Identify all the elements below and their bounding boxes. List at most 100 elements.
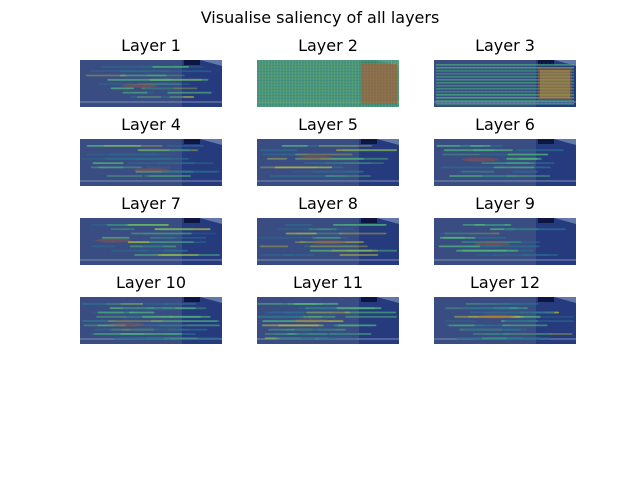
heat-stripe (304, 162, 340, 164)
heat-stripe (436, 85, 574, 87)
heat-stripe (285, 232, 317, 235)
heat-stripe (90, 70, 150, 73)
heat-stripe (320, 157, 389, 160)
heat-stripe (443, 232, 471, 235)
heat-stripe (157, 228, 194, 231)
heat-stripe (98, 166, 124, 169)
panel-layer-11: Layer 11 (257, 273, 399, 344)
panel-title: Layer 9 (475, 194, 535, 213)
heat-stripe (294, 303, 339, 305)
heat-stripe (114, 337, 165, 340)
heat-stripe (147, 153, 176, 156)
heat-stripe (472, 149, 495, 152)
heat-stripe (120, 333, 182, 335)
heat-stripe (137, 83, 182, 85)
heat-stripe (122, 307, 164, 310)
heat-stripe (483, 311, 546, 314)
heat-stripe (128, 311, 155, 314)
heat-stripe (166, 337, 220, 340)
heat-stripe (107, 328, 159, 331)
scene-light (554, 297, 576, 303)
heat-stripe (344, 162, 372, 164)
hot-spot (477, 314, 514, 319)
heat-stripe (436, 67, 574, 69)
scene-dark-object (184, 297, 200, 302)
heat-stripe (305, 241, 345, 243)
heat-stripe (100, 66, 159, 68)
heat-stripe (436, 79, 574, 81)
panel-layer-5: Layer 5 (257, 115, 399, 186)
panel-layer-4: Layer 4 (80, 115, 222, 186)
heat-stripe (134, 337, 171, 340)
heat-stripe (295, 153, 353, 156)
hot-spot (474, 242, 511, 246)
panel-layer-12: Layer 12 (434, 273, 576, 344)
saliency-image (434, 60, 576, 107)
heat-stripe (457, 328, 521, 331)
heat-stripe (83, 324, 116, 327)
heat-stripe (106, 224, 167, 226)
hot-spot (462, 157, 499, 162)
scene-dark-object (184, 139, 200, 144)
heat-stripe (442, 153, 480, 156)
heat-stripe (131, 324, 187, 327)
heat-stripe (277, 228, 318, 231)
heat-stripe (106, 175, 143, 177)
heat-stripe (98, 83, 144, 85)
heat-stripe (275, 337, 336, 340)
heat-stripe (460, 307, 510, 310)
saliency-image (80, 218, 222, 265)
heat-stripe (163, 249, 188, 252)
heat-stripe (97, 311, 124, 314)
hot-region (361, 64, 397, 104)
heat-stripe (274, 333, 309, 335)
heat-stripe (344, 311, 397, 314)
heat-stripe (436, 94, 574, 96)
heat-stripe (448, 324, 475, 327)
heat-stripe (166, 337, 198, 340)
heat-stripe (120, 70, 170, 73)
scene-light (377, 218, 399, 224)
heat-stripe (309, 249, 373, 252)
heat-stripe (436, 91, 574, 93)
heat-stripe (521, 254, 558, 256)
heat-stripe (303, 245, 357, 248)
heat-stripe (507, 153, 549, 156)
heat-stripe (436, 97, 574, 99)
heat-stripe (81, 303, 142, 305)
heat-stripe (438, 245, 481, 248)
heat-stripe (260, 315, 304, 318)
heat-stripe (491, 162, 555, 164)
heat-stripe (507, 303, 536, 305)
panel-layer-1: Layer 1 (80, 36, 222, 107)
heat-stripe (161, 315, 201, 318)
heat-stripe (91, 245, 116, 248)
heat-stripe (274, 166, 333, 169)
scene-dark-object (538, 218, 554, 223)
heat-stripe (92, 162, 124, 164)
heat-stripe (85, 74, 126, 77)
heat-stripe (284, 311, 333, 314)
heat-stripe (507, 175, 551, 177)
heat-stripe (119, 74, 167, 77)
heat-stripe (97, 324, 126, 327)
heat-stripe (298, 333, 359, 335)
heat-stripe (436, 82, 574, 84)
heat-stripe (484, 224, 506, 226)
scene-dark-object (184, 60, 200, 65)
heat-stripe (345, 315, 397, 318)
heat-stripe (126, 162, 195, 164)
heat-stripe (311, 170, 360, 173)
scene-right-region (359, 297, 399, 344)
scene-light (200, 139, 222, 145)
heat-stripe (264, 333, 296, 335)
saliency-image (434, 297, 576, 344)
heat-stripe (125, 83, 190, 85)
saliency-image (257, 139, 399, 186)
saliency-image (257, 60, 399, 107)
heat-stripe (282, 254, 314, 256)
heat-stripe (127, 241, 150, 243)
scene-dark-object (361, 297, 377, 302)
figure-title: Visualise saliency of all layers (200, 8, 440, 27)
heat-stripe (337, 324, 377, 327)
